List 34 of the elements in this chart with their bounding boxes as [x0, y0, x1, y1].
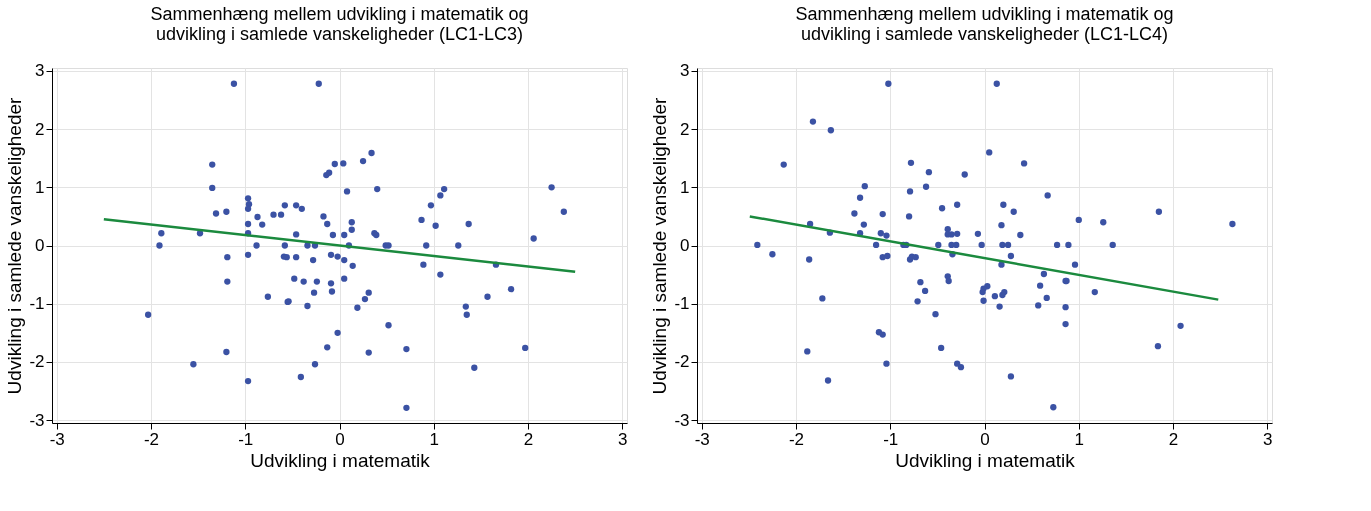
y-tick-label: 1: [35, 177, 45, 197]
y-tick-label: -1: [674, 294, 690, 314]
y-axis-title: Udvikling i samlede vanskeligheder: [4, 96, 26, 395]
y-axis-title: Udvikling i samlede vanskeligheder: [649, 96, 671, 395]
x-axis-title: Udvikling i matematik: [250, 449, 431, 471]
y-tick-label: -2: [674, 352, 690, 372]
y-tick-label: 3: [680, 61, 690, 81]
y-tick-label: 3: [35, 61, 45, 81]
x-tick-label: -3: [694, 429, 710, 449]
y-tick-label: -3: [29, 410, 45, 430]
x-tick-label: 3: [618, 429, 628, 449]
y-tick-label: 1: [680, 177, 690, 197]
chart-title: Sammenhæng mellem udvikling i matematik og udvikling i samlede vanskeligheder (LC1-LC4): [795, 3, 1174, 44]
y-tick-label: -1: [29, 294, 45, 314]
x-tick-label: 3: [1263, 429, 1273, 449]
y-tick-label: 0: [680, 236, 690, 255]
x-tick-label: 0: [980, 429, 990, 449]
y-tick-label: -2: [29, 352, 45, 372]
y-tick-label: -3: [674, 410, 690, 430]
x-tick-label: 1: [1074, 429, 1084, 449]
x-tick-label: -3: [49, 429, 65, 449]
x-tick-label: -2: [788, 429, 805, 449]
x-axis-title: Udvikling i matematik: [895, 449, 1076, 471]
x-tick-label: 2: [523, 429, 534, 449]
x-tick-label: 0: [335, 429, 345, 449]
y-tick-label: 2: [680, 119, 690, 139]
chart-title: Sammenhæng mellem udvikling i matematik og udvikling i samlede vanskeligheder (LC1-LC3): [150, 3, 529, 44]
x-tick-label: 1: [429, 429, 439, 449]
x-tick-label: -1: [238, 429, 254, 449]
y-tick-label: 2: [35, 119, 45, 139]
x-tick-label: 2: [1168, 429, 1179, 449]
x-tick-label: -1: [883, 429, 899, 449]
y-tick-label: 0: [35, 236, 45, 255]
x-tick-label: -2: [143, 429, 160, 449]
